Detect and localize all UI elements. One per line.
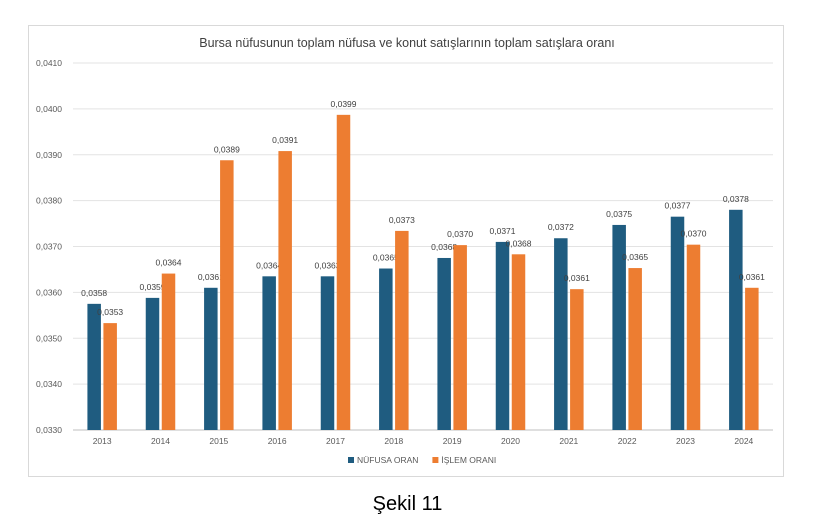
data-label-islem-orani: 0,0399	[331, 99, 357, 109]
y-tick-label: 0,0400	[36, 104, 62, 114]
x-tick-label: 2015	[209, 436, 228, 446]
bar-nufusa-oran	[670, 216, 685, 430]
y-tick-label: 0,0340	[36, 379, 62, 389]
data-label-nufusa-oran: 0,0363	[315, 260, 341, 270]
data-label-nufusa-oran: 0,0372	[548, 222, 574, 232]
data-label-islem-orani: 0,0368	[506, 238, 532, 248]
bar-islem-orani	[570, 289, 584, 430]
y-tick-label: 0,0370	[36, 242, 62, 252]
data-label-nufusa-oran: 0,0358	[81, 288, 107, 298]
x-tick-label: 2024	[734, 436, 753, 446]
bar-nufusa-oran	[437, 257, 451, 430]
x-tick-label: 2016	[268, 436, 287, 446]
data-label-islem-orani: 0,0365	[622, 252, 648, 262]
y-tick-label: 0,0390	[36, 150, 62, 160]
data-label-nufusa-oran: 0,0368	[431, 242, 457, 252]
bar-islem-orani	[686, 244, 701, 430]
x-tick-label: 2014	[151, 436, 170, 446]
bar-islem-orani	[278, 151, 292, 430]
chart-frame: Bursa nüfusunun toplam nüfusa ve konut s…	[28, 25, 784, 477]
data-label-islem-orani: 0,0364	[156, 258, 182, 268]
legend-marker-nufusa-oran	[348, 457, 354, 463]
x-tick-label: 2019	[443, 436, 462, 446]
y-tick-label: 0,0360	[36, 287, 62, 297]
data-label-islem-orani: 0,0391	[272, 135, 298, 145]
bar-islem-orani	[220, 160, 234, 430]
bar-islem-orani	[103, 323, 117, 430]
data-label-islem-orani: 0,0353	[97, 307, 123, 317]
bar-nufusa-oran	[554, 238, 568, 430]
bar-nufusa-oran	[379, 268, 393, 430]
x-tick-label: 2017	[326, 436, 345, 446]
bar-islem-orani	[161, 273, 176, 430]
y-tick-label: 0,0350	[36, 333, 62, 343]
y-tick-label: 0,0330	[36, 425, 62, 435]
bar-nufusa-oran	[145, 297, 160, 430]
data-label-nufusa-oran: 0,0359	[140, 282, 166, 292]
data-label-nufusa-oran: 0,0364	[256, 260, 282, 270]
bar-nufusa-oran	[612, 224, 626, 430]
bar-nufusa-oran	[204, 287, 218, 430]
x-tick-label: 2013	[93, 436, 112, 446]
chart-title: Bursa nüfusunun toplam nüfusa ve konut s…	[199, 36, 615, 50]
data-label-nufusa-oran: 0,0361	[198, 272, 224, 282]
bar-nufusa-oran	[320, 276, 335, 430]
bar-nufusa-oran	[87, 303, 101, 430]
data-label-nufusa-oran: 0,0378	[723, 194, 749, 204]
data-label-nufusa-oran: 0,0371	[490, 226, 516, 236]
bar-islem-orani	[336, 114, 351, 431]
bar-nufusa-oran	[729, 209, 743, 430]
x-tick-label: 2020	[501, 436, 520, 446]
data-label-nufusa-oran: 0,0375	[606, 209, 632, 219]
bar-islem-orani	[453, 245, 467, 430]
x-tick-label: 2018	[384, 436, 403, 446]
bar-islem-orani	[511, 254, 526, 430]
data-label-islem-orani: 0,0373	[389, 215, 415, 225]
legend-label-nufusa-oran: NÜFUSA ORAN	[357, 455, 418, 465]
legend-marker-islem-orani	[432, 457, 439, 463]
data-label-islem-orani: 0,0361	[564, 273, 590, 283]
legend-label-islem-orani: İŞLEM ORANI	[441, 455, 496, 465]
y-tick-label: 0,0410	[36, 58, 62, 68]
figure-caption: Şekil 11	[372, 493, 443, 515]
x-tick-label: 2023	[676, 436, 695, 446]
bar-nufusa-oran	[262, 276, 276, 430]
bar-islem-orani	[628, 268, 642, 430]
data-label-islem-orani: 0,0370	[681, 229, 707, 239]
data-label-islem-orani: 0,0361	[739, 272, 765, 282]
bar-islem-orani	[395, 230, 409, 430]
bar-chart: Bursa nüfusunun toplam nüfusa ve konut s…	[36, 36, 773, 465]
data-label-islem-orani: 0,0370	[447, 229, 473, 239]
data-label-nufusa-oran: 0,0377	[665, 201, 691, 211]
data-label-islem-orani: 0,0389	[214, 144, 240, 154]
data-label-nufusa-oran: 0,0365	[373, 253, 399, 263]
bar-islem-orani	[745, 287, 759, 430]
x-tick-label: 2021	[559, 436, 578, 446]
y-tick-label: 0,0380	[36, 196, 62, 206]
bar-nufusa-oran	[495, 241, 510, 430]
x-tick-label: 2022	[618, 436, 637, 446]
